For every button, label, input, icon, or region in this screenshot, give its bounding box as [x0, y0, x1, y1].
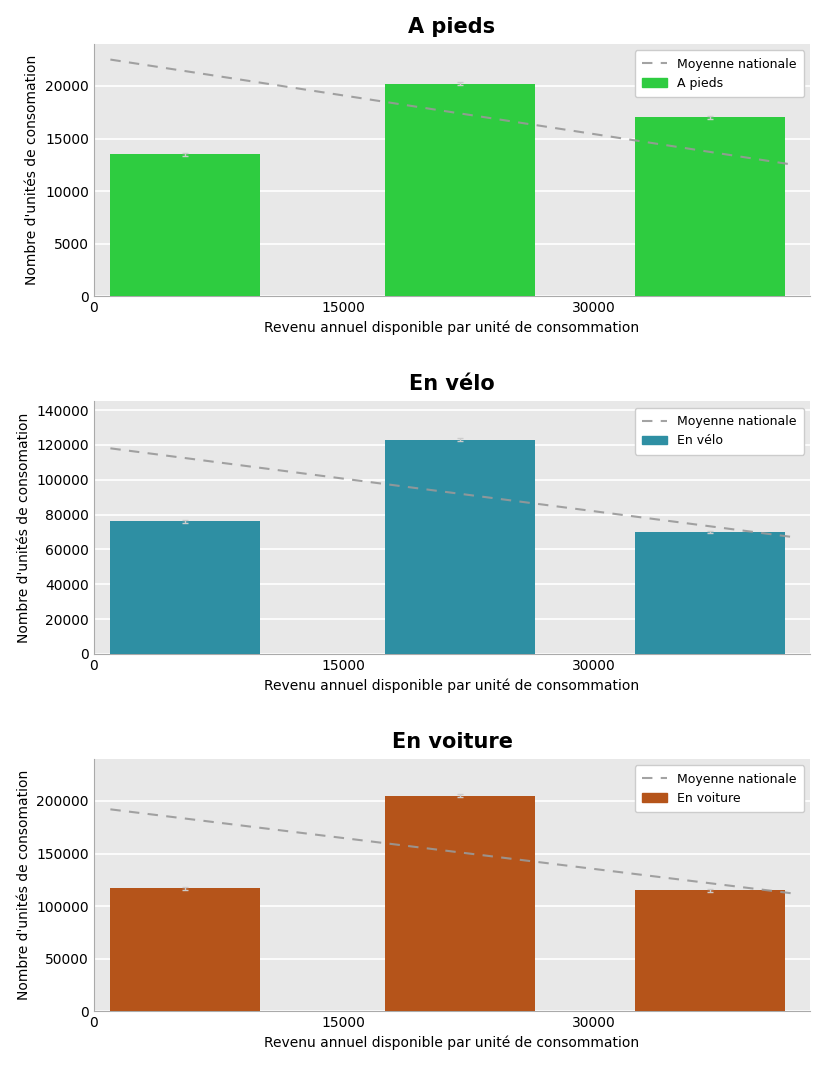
Bar	[635, 532, 786, 654]
Title: En voiture: En voiture	[391, 732, 513, 752]
X-axis label: Revenu annuel disponible par unité de consommation: Revenu annuel disponible par unité de co…	[265, 321, 639, 335]
Title: A pieds: A pieds	[409, 17, 495, 36]
Legend: Moyenne nationale, En voiture: Moyenne nationale, En voiture	[634, 765, 804, 812]
Bar	[110, 888, 261, 1012]
Bar	[635, 117, 786, 297]
Legend: Moyenne nationale, A pieds: Moyenne nationale, A pieds	[634, 50, 804, 97]
Y-axis label: Nombre d'unités de consomation: Nombre d'unités de consomation	[17, 413, 31, 642]
Title: En vélo: En vélo	[409, 375, 495, 394]
Y-axis label: Nombre d'unités de consomation: Nombre d'unités de consomation	[17, 770, 31, 1000]
Bar	[635, 890, 786, 1012]
X-axis label: Revenu annuel disponible par unité de consommation: Revenu annuel disponible par unité de co…	[265, 1036, 639, 1050]
Bar	[385, 440, 535, 654]
X-axis label: Revenu annuel disponible par unité de consommation: Revenu annuel disponible par unité de co…	[265, 679, 639, 692]
Bar	[385, 84, 535, 297]
Bar	[385, 796, 535, 1012]
Bar	[110, 155, 261, 297]
Legend: Moyenne nationale, En vélo: Moyenne nationale, En vélo	[634, 408, 804, 455]
Y-axis label: Nombre d'unités de consomation: Nombre d'unités de consomation	[26, 55, 40, 285]
Bar	[110, 522, 261, 654]
